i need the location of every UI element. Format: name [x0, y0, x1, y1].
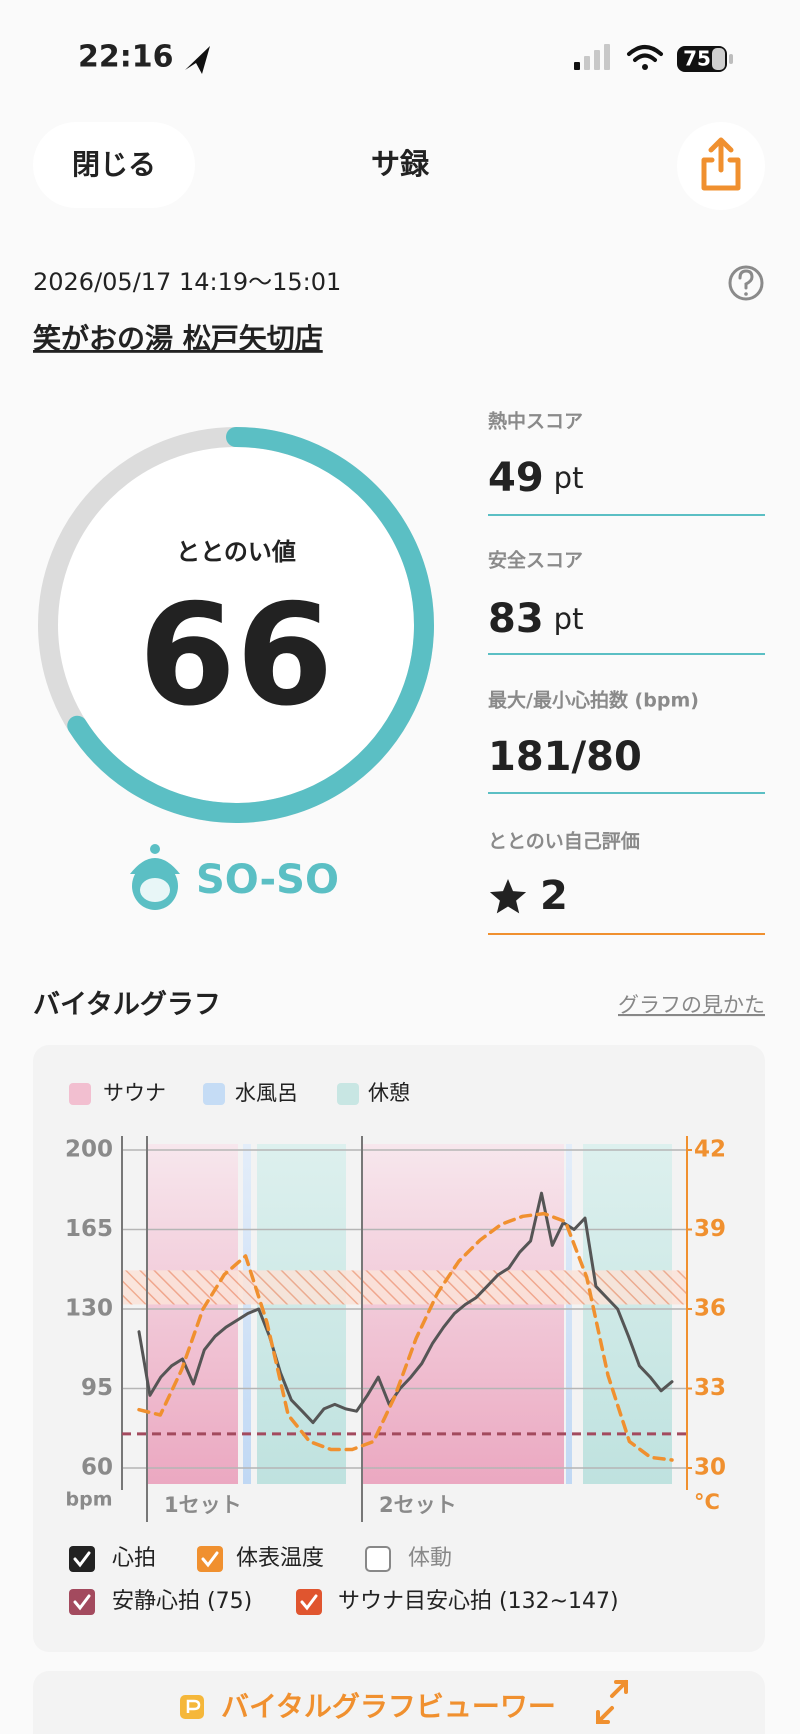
y-unit: bpm [66, 1489, 113, 1511]
help-link[interactable]: グラフの見かた [618, 993, 765, 1017]
battery-level: 75 [683, 47, 711, 71]
star-icon [489, 879, 527, 914]
toggle-check[interactable] [300, 1594, 318, 1611]
header-title: サ録 [371, 147, 430, 181]
expand-icon[interactable] [596, 1680, 628, 1724]
toggle-label[interactable]: 心拍 [112, 1546, 156, 1571]
target-hr-zone [122, 1270, 687, 1305]
phase-band [566, 1144, 572, 1484]
toggle-check[interactable] [201, 1551, 219, 1568]
y-tick-label: 165 [65, 1216, 113, 1242]
stat-value-text: 181/80 [488, 734, 642, 780]
phase-band [362, 1144, 564, 1484]
rating-icon [130, 844, 180, 910]
toggle-label[interactable]: 体動 [408, 1546, 452, 1571]
viewer-label[interactable]: バイタルグラフビューワー [221, 1690, 556, 1723]
y-tick-label: 200 [65, 1137, 113, 1163]
location-icon [185, 46, 210, 74]
stat-unit: pt [554, 461, 584, 495]
y2-tick-label: 42 [694, 1137, 726, 1163]
stat-value-text: 2 [540, 873, 568, 919]
session-place[interactable]: 笑がおの湯 松戸矢切店 [33, 322, 323, 355]
toggle-box[interactable] [365, 1546, 391, 1572]
toggle-label[interactable]: 安静心拍 (75) [112, 1589, 252, 1614]
stat-value-text: 49 pt [488, 455, 583, 501]
y2-unit: °C [694, 1490, 720, 1514]
legend-label: 休憩 [368, 1081, 410, 1105]
phase-band [583, 1144, 672, 1484]
score-ring-arc [67, 427, 434, 823]
battery-icon: 75 [677, 46, 733, 72]
score-value: 66 [139, 575, 334, 738]
phase-band [257, 1144, 346, 1484]
series-line [137, 1211, 674, 1462]
status-time: 22:16 [78, 40, 174, 75]
toggle-label[interactable]: サウナ目安心拍 (132~147) [338, 1589, 619, 1614]
legend-label: 水風呂 [235, 1081, 298, 1105]
toggle-box[interactable] [197, 1546, 223, 1572]
stat-value: 2 [540, 873, 568, 919]
close-label[interactable]: 閉じる [72, 148, 156, 181]
y-tick-label: 130 [65, 1296, 113, 1322]
share-icon[interactable] [701, 137, 741, 191]
y2-tick-label: 36 [694, 1296, 726, 1322]
premium-icon [180, 1695, 204, 1719]
stat-label: 最大/最小心拍数 (bpm) [488, 689, 699, 712]
signal-icon [574, 44, 610, 70]
stat-label: ととのい自己評価 [488, 830, 640, 853]
close-button[interactable] [33, 122, 195, 208]
legend-label: サウナ [103, 1081, 166, 1105]
rating-label: SO-SO [196, 857, 339, 903]
y-tick-label: 60 [81, 1455, 113, 1481]
stat-unit: pt [554, 602, 584, 636]
toggle-label[interactable]: 体表温度 [236, 1546, 324, 1571]
section-title: バイタルグラフ [33, 989, 221, 1021]
set-label: 1セット [164, 1493, 242, 1517]
y2-tick-label: 33 [694, 1375, 726, 1401]
stat-label: 熱中スコア [488, 410, 583, 433]
phase-band [147, 1144, 238, 1484]
legend-swatch [69, 1083, 91, 1105]
toggle-check[interactable] [73, 1594, 91, 1611]
y-tick-label: 95 [81, 1375, 113, 1401]
legend-swatch [337, 1083, 359, 1105]
legend-swatch [203, 1083, 225, 1105]
y2-tick-label: 39 [694, 1216, 726, 1242]
toggle-box[interactable] [69, 1589, 95, 1615]
toggle-box[interactable] [69, 1546, 95, 1572]
stat-value-text: 83 pt [488, 596, 583, 642]
set-label: 2セット [379, 1493, 457, 1517]
stat-label: 安全スコア [488, 549, 583, 572]
stat-value: 181/80 [488, 734, 642, 780]
help-icon[interactable] [728, 265, 764, 301]
stat-value: 83 [488, 596, 544, 642]
toggle-check[interactable] [73, 1551, 91, 1568]
series-line [137, 1191, 674, 1425]
session-datetime: 2026/05/17 14:19～15:01 [33, 268, 341, 296]
stat-value: 49 [488, 455, 544, 501]
score-label: ととのい値 [176, 538, 296, 566]
viewer-button[interactable] [33, 1671, 765, 1734]
y2-tick-label: 30 [694, 1455, 726, 1481]
wifi-icon [627, 45, 663, 70]
toggle-box[interactable] [296, 1589, 322, 1615]
